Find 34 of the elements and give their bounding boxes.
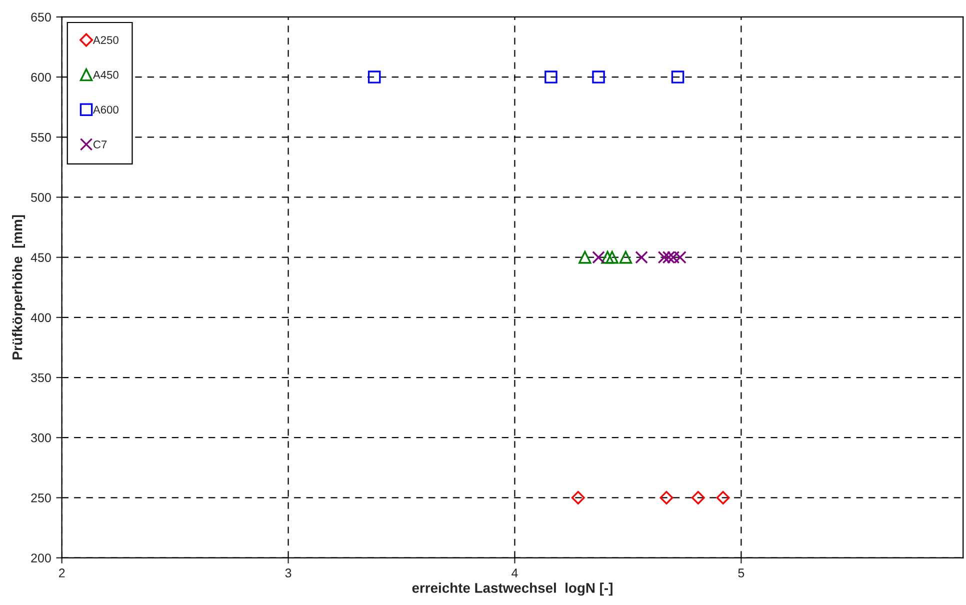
point: [716, 490, 730, 504]
legend-label: A250: [92, 36, 118, 44]
x-axis-title: erreichte Lastwechsel logN [-]: [412, 582, 612, 596]
point: [606, 250, 618, 264]
x-tick-label: 2: [58, 568, 65, 578]
y-tick-label: 550: [31, 132, 51, 142]
y-tick-label: 200: [31, 554, 51, 562]
point: [368, 70, 381, 84]
legend-label: C7: [94, 140, 107, 148]
y-tick-label: 300: [31, 433, 51, 442]
y-tick-label: 500: [31, 193, 51, 202]
x-tick-label: 5: [738, 568, 744, 578]
point: [592, 250, 605, 264]
point: [635, 250, 648, 264]
y-tick-label: 600: [31, 72, 51, 82]
x-tick-label: 4: [512, 568, 518, 578]
point: [592, 70, 605, 84]
legend-label: A600: [92, 106, 118, 114]
point: [578, 250, 592, 264]
point: [619, 250, 632, 264]
x-tick-label: 3: [285, 568, 292, 578]
point: [660, 490, 674, 504]
y-tick-label: 400: [30, 313, 51, 322]
point: [544, 70, 558, 84]
legend-label: A450: [92, 70, 118, 79]
y-axis-title: Prüfkörperhöhe [mm]: [12, 215, 25, 360]
point: [671, 70, 684, 84]
y-tick-label: 350: [31, 373, 51, 382]
y-tick-label: 650: [31, 12, 51, 22]
y-tick-label: 450: [30, 253, 51, 262]
point: [571, 490, 585, 504]
point: [601, 250, 614, 264]
y-tick-label: 250: [31, 494, 51, 502]
point: [691, 490, 705, 504]
